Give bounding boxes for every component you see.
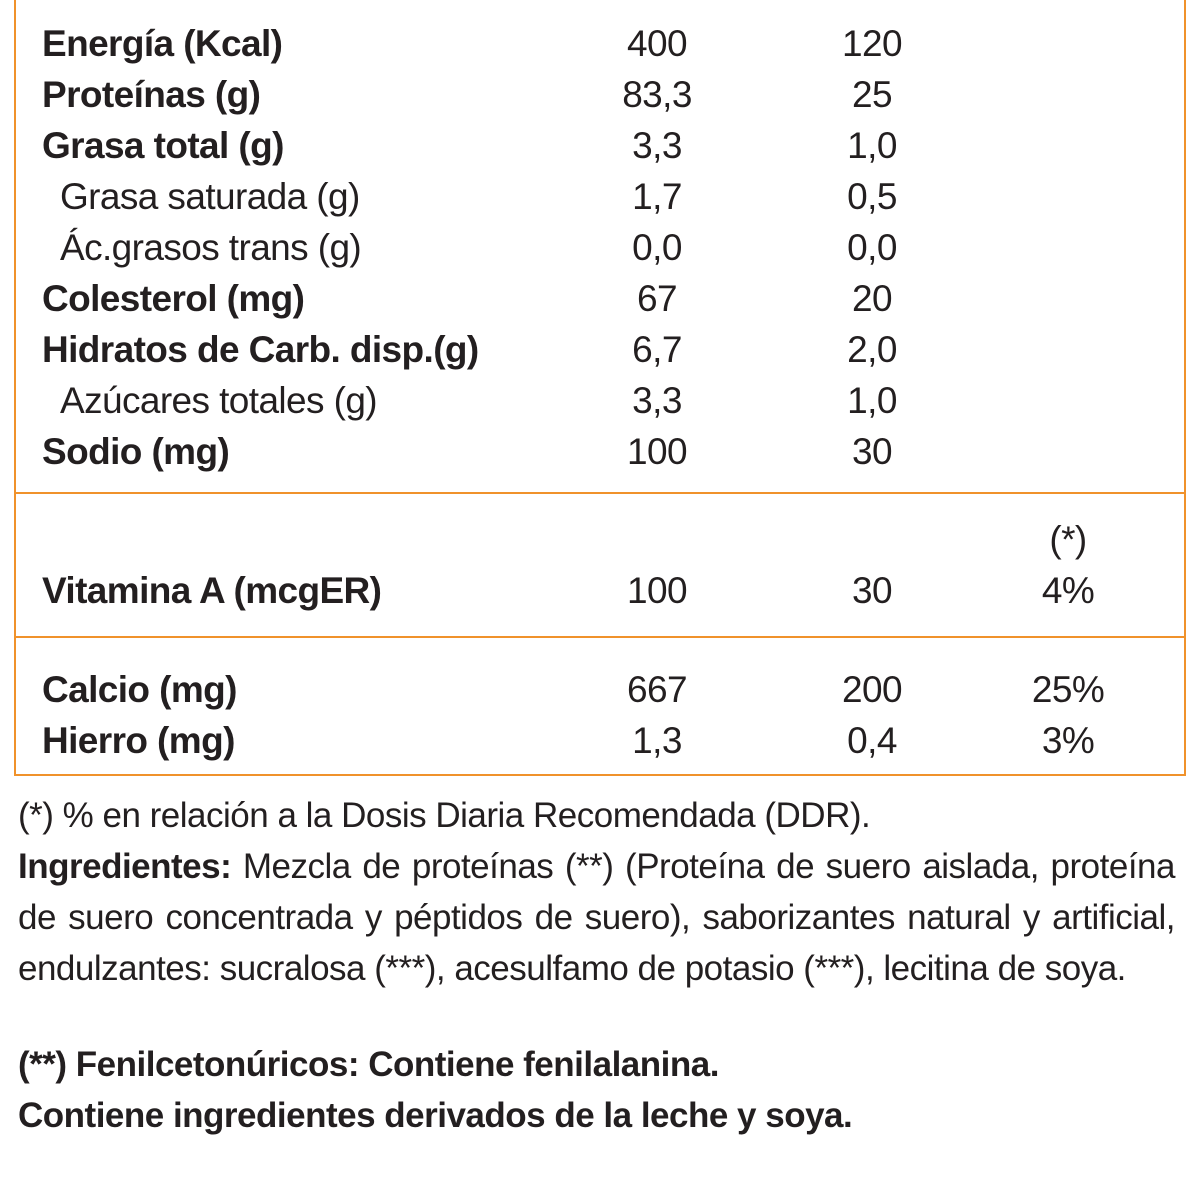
row-value: 30 bbox=[852, 570, 893, 611]
sub-row: Grasa saturada (g) 1,7 0,5 bbox=[16, 171, 1184, 222]
spacer bbox=[18, 994, 1175, 1039]
row-label: Colesterol (mg) bbox=[42, 278, 305, 319]
row-value: 67 bbox=[637, 278, 678, 319]
row: Calcio (mg) 667 200 25% bbox=[16, 664, 1184, 715]
row-value: 0,0 bbox=[632, 227, 682, 268]
row-value: 200 bbox=[842, 669, 903, 710]
row-value: 3,3 bbox=[632, 380, 682, 421]
row-value: 667 bbox=[627, 669, 688, 710]
row-label: Energía (Kcal) bbox=[42, 23, 283, 64]
row-label: Sodio (mg) bbox=[42, 431, 230, 472]
row-label: Grasa saturada (g) bbox=[60, 176, 360, 217]
row: Hidratos de Carb. disp.(g) 6,7 2,0 bbox=[16, 324, 1184, 375]
row: Vitamina A (mcgER) 100 30 4% bbox=[16, 565, 1184, 616]
row-value: 25 bbox=[852, 74, 893, 115]
row-value: 1,7 bbox=[632, 176, 682, 217]
nutrition-table: Energía (Kcal) 400 120 Proteínas (g) 83,3 25 G… bbox=[14, 0, 1186, 776]
row-label: Vitamina A (mcgER) bbox=[42, 570, 382, 611]
row-value: 1,0 bbox=[847, 125, 897, 166]
row: Sodio (mg) 100 30 bbox=[16, 426, 1184, 477]
row-value: 100 bbox=[627, 570, 688, 611]
row-value: 6,7 bbox=[632, 329, 682, 370]
row-label: Azúcares totales (g) bbox=[60, 380, 378, 421]
sub-row: Azúcares totales (g) 3,3 1,0 bbox=[16, 375, 1184, 426]
row-value: 83,3 bbox=[622, 74, 692, 115]
row-value: 30 bbox=[852, 431, 893, 472]
row-value: 4% bbox=[1041, 570, 1095, 611]
row-value: 0,4 bbox=[847, 720, 897, 761]
row-value: 0,5 bbox=[847, 176, 897, 217]
row-value: 0,0 bbox=[847, 227, 897, 268]
row-value: 1,0 bbox=[847, 380, 897, 421]
row: Proteínas (g) 83,3 25 bbox=[16, 69, 1184, 120]
ingredients: Ingredientes: Mezcla de proteínas (**) (… bbox=[18, 841, 1176, 994]
header-row: (*) bbox=[16, 514, 1184, 565]
row-value: 1,3 bbox=[632, 720, 682, 761]
row: Hierro (mg) 1,3 0,4 3% bbox=[16, 715, 1184, 766]
row-value: 120 bbox=[842, 23, 903, 64]
row-value: 3,3 bbox=[632, 125, 682, 166]
ingredients-text: Mezcla de proteínas (**) (Proteína de su… bbox=[18, 847, 1176, 988]
column-note: (*) bbox=[1049, 519, 1087, 560]
row: Colesterol (mg) 67 20 bbox=[16, 273, 1184, 324]
section: Calcio (mg) 667 200 25% Hierro (mg) 1,3 0,4 3% bbox=[16, 636, 1184, 778]
allergens: Contiene ingredientes derivados de la le… bbox=[18, 1096, 853, 1135]
row-label: Hierro (mg) bbox=[42, 720, 235, 761]
notes: (*) % en relación a la Dosis Diaria Reco… bbox=[18, 790, 1176, 1141]
sub-row: Ác.grasos trans (g) 0,0 0,0 bbox=[16, 222, 1184, 273]
row-label: Calcio (mg) bbox=[42, 669, 237, 710]
row-value: 20 bbox=[852, 278, 893, 319]
section: Energía (Kcal) 400 120 Proteínas (g) 83,3 25 G… bbox=[16, 0, 1184, 492]
row-label: Proteínas (g) bbox=[42, 74, 261, 115]
ddr-note: (*) % en relación a la Dosis Diaria Reco… bbox=[18, 796, 871, 835]
row: Energía (Kcal) 400 120 bbox=[16, 18, 1184, 69]
row-value: 100 bbox=[627, 431, 688, 472]
row-value: 25% bbox=[1031, 669, 1105, 710]
warning: (**) Fenilcetonúricos: Contiene fenilala… bbox=[18, 1045, 719, 1084]
ingredients-label: Ingredientes: bbox=[18, 847, 232, 886]
row: Grasa total (g) 3,3 1,0 bbox=[16, 120, 1184, 171]
row-label: Grasa total (g) bbox=[42, 125, 284, 166]
row-value: 3% bbox=[1041, 720, 1095, 761]
row-label: Ác.grasos trans (g) bbox=[60, 227, 362, 268]
row-value: 2,0 bbox=[847, 329, 897, 370]
row-value: 400 bbox=[627, 23, 688, 64]
row-label: Hidratos de Carb. disp.(g) bbox=[42, 329, 479, 370]
section: (*) Vitamina A (mcgER) 100 30 4% bbox=[16, 492, 1184, 636]
